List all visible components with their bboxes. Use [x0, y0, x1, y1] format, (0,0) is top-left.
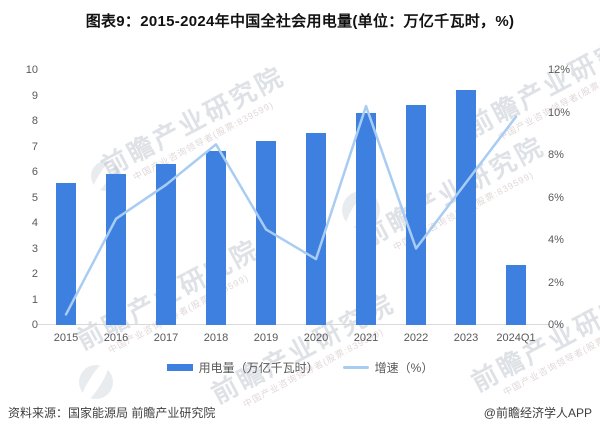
right-axis-tick-4: 4%: [548, 234, 564, 246]
brand-credit: @前瞻经济学人APP: [483, 406, 592, 420]
bar-2017: [156, 164, 176, 325]
growth-rate-line: [64, 104, 518, 316]
left-axis-tick-8: 8: [31, 115, 38, 127]
left-axis-tick-10: 10: [25, 64, 38, 76]
bar-2020: [306, 133, 326, 325]
x-axis-label-2016: 2016: [103, 332, 129, 344]
left-axis-tick-4: 4: [31, 217, 38, 229]
line-series-swatch: [342, 366, 369, 369]
bar-2015: [56, 183, 76, 325]
chart-title: 图表9：2015-2024年中国全社会用电量(单位：万亿千瓦时，%): [85, 13, 515, 30]
left-axis-tick-2: 2: [31, 268, 38, 280]
data-source-note: 资料来源：国家能源局 前瞻产业研究院: [8, 406, 216, 420]
line-series-label: 增速（%）: [374, 361, 434, 375]
bar-2022: [406, 104, 426, 325]
legend-item-bar: 用电量（万亿千瓦时）: [166, 359, 319, 376]
x-axis-label-2019: 2019: [253, 332, 279, 344]
x-axis-label-2020: 2020: [303, 332, 329, 344]
right-axis-tick-8: 8%: [548, 149, 564, 161]
left-axis-tick-6: 6: [31, 166, 38, 178]
x-axis-label-2023: 2023: [453, 332, 479, 344]
x-axis-label-2017: 2017: [153, 332, 179, 344]
x-axis-line: [38, 324, 550, 325]
growth-rate-line-layer: [64, 104, 518, 316]
left-axis-tick-7: 7: [31, 140, 38, 153]
x-axis-label-2018: 2018: [203, 332, 229, 344]
bar-2018: [206, 150, 226, 325]
right-axis-tick-0: 0%: [548, 319, 564, 331]
left-axis-tick-1: 1: [31, 293, 38, 306]
right-axis-tick-6: 6%: [548, 191, 564, 204]
bar-series-label: 用电量（万亿千瓦时）: [198, 361, 319, 375]
bar-series-swatch: [166, 364, 193, 371]
right-axis-tick-12: 12%: [548, 64, 571, 76]
bar-2019: [256, 140, 276, 325]
x-axis-label-2015: 2015: [53, 332, 79, 344]
x-axis-label-2024Q1: 2024Q1: [496, 332, 536, 344]
x-axis-label-2022: 2022: [403, 332, 429, 344]
left-axis-tick-9: 9: [31, 89, 38, 102]
left-axis-tick-3: 3: [31, 242, 38, 255]
bar-2023: [456, 89, 476, 325]
left-axis-tick-0: 0: [31, 319, 38, 331]
legend-item-line: 增速（%）: [342, 359, 434, 376]
left-axis-tick-5: 5: [31, 191, 38, 204]
bar-2016: [106, 174, 126, 325]
right-axis-tick-2: 2%: [548, 276, 564, 289]
x-axis-label-2021: 2021: [353, 332, 379, 344]
right-axis-tick-10: 10%: [548, 106, 571, 119]
bar-2024Q1: [506, 265, 526, 325]
legend: 用电量（万亿千瓦时） 增速（%）: [0, 359, 600, 376]
bar-2021: [356, 113, 376, 325]
